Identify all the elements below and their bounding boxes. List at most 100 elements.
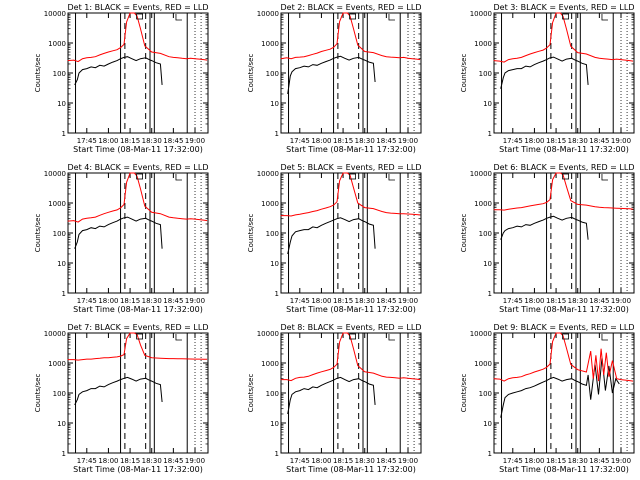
panel-det-3: Det 3: BLACK = Events, RED = LLD Counts/s… bbox=[460, 3, 635, 154]
y-tick-label: 1000 bbox=[261, 200, 279, 208]
x-axis-label: Start Time (08-Mar-11 17:32:00) bbox=[286, 305, 416, 314]
y-tick-label: 10000 bbox=[257, 10, 279, 18]
x-tick-label: 18:30 bbox=[568, 457, 588, 465]
y-axis-label: Counts/sec bbox=[460, 214, 468, 253]
x-tick-label: 18:00 bbox=[311, 137, 331, 145]
y-tick-label: 10 bbox=[57, 260, 66, 268]
x-tick-label: 19:00 bbox=[398, 297, 418, 305]
y-tick-label: 10000 bbox=[470, 10, 492, 18]
x-tick-label: 18:45 bbox=[376, 297, 396, 305]
x-axis-label: Start Time (08-Mar-11 17:32:00) bbox=[499, 145, 629, 154]
x-tick-label: 19:00 bbox=[611, 137, 631, 145]
x-tick-label: 18:30 bbox=[142, 297, 162, 305]
state-marker bbox=[388, 174, 395, 181]
y-tick-label: 1000 bbox=[48, 200, 66, 208]
x-tick-label: 17:45 bbox=[77, 297, 97, 305]
y-tick-label: 1000 bbox=[48, 40, 66, 48]
x-tick-label: 18:45 bbox=[163, 457, 183, 465]
y-tick-label: 100 bbox=[479, 230, 492, 238]
attenuator-marker bbox=[136, 13, 144, 20]
state-marker bbox=[601, 14, 608, 21]
y-tick-label: 100 bbox=[479, 390, 492, 398]
x-tick-label: 18:30 bbox=[142, 137, 162, 145]
series-events-line bbox=[74, 216, 163, 249]
x-tick-label: 18:00 bbox=[524, 137, 544, 145]
y-tick-label: 1 bbox=[488, 290, 492, 298]
panel-title: Det 5: BLACK = Events, RED = LLD bbox=[281, 163, 422, 172]
panel-title: Det 4: BLACK = Events, RED = LLD bbox=[68, 163, 209, 172]
attenuator-marker bbox=[562, 333, 570, 340]
y-tick-label: 1 bbox=[488, 450, 492, 458]
x-tick-label: 18:15 bbox=[333, 137, 353, 145]
y-tick-label: 10000 bbox=[470, 330, 492, 338]
x-tick-label: 19:00 bbox=[611, 297, 631, 305]
series-events-line bbox=[74, 56, 163, 86]
x-axis-label: Start Time (08-Mar-11 17:32:00) bbox=[499, 305, 629, 314]
y-axis-label: Counts/sec bbox=[34, 54, 42, 93]
x-tick-label: 18:45 bbox=[589, 297, 609, 305]
x-tick-label: 18:00 bbox=[311, 297, 331, 305]
x-tick-label: 19:00 bbox=[185, 137, 205, 145]
y-tick-label: 10000 bbox=[257, 330, 279, 338]
x-tick-label: 18:15 bbox=[333, 297, 353, 305]
x-tick-label: 19:00 bbox=[398, 457, 418, 465]
panel-det-2: Det 2: BLACK = Events, RED = LLD Counts/s… bbox=[247, 3, 422, 154]
y-tick-label: 1 bbox=[62, 290, 66, 298]
x-tick-label: 18:15 bbox=[120, 297, 140, 305]
y-tick-label: 1000 bbox=[261, 360, 279, 368]
y-tick-label: 1 bbox=[275, 130, 279, 138]
series-lld-line bbox=[67, 172, 208, 223]
y-tick-label: 10 bbox=[483, 420, 492, 428]
panel-title: Det 8: BLACK = Events, RED = LLD bbox=[281, 323, 422, 332]
y-tick-label: 1 bbox=[62, 130, 66, 138]
panel-title: Det 9: BLACK = Events, RED = LLD bbox=[494, 323, 635, 332]
x-tick-label: 19:00 bbox=[611, 457, 631, 465]
y-tick-label: 1 bbox=[62, 450, 66, 458]
x-tick-label: 18:00 bbox=[311, 457, 331, 465]
y-tick-label: 10 bbox=[57, 420, 66, 428]
series-events-line bbox=[500, 215, 589, 240]
y-axis-label: Counts/sec bbox=[460, 374, 468, 413]
x-tick-label: 18:45 bbox=[376, 457, 396, 465]
series-events-line bbox=[500, 357, 620, 418]
series-events-line bbox=[287, 217, 376, 255]
panel-det-7: Det 7: BLACK = Events, RED = LLD Counts/s… bbox=[34, 323, 209, 474]
y-axis-label: Counts/sec bbox=[460, 54, 468, 93]
y-tick-label: 1 bbox=[275, 450, 279, 458]
x-tick-label: 17:45 bbox=[77, 137, 97, 145]
series-lld-line bbox=[280, 172, 421, 217]
y-tick-label: 10000 bbox=[470, 170, 492, 178]
x-tick-label: 17:45 bbox=[503, 137, 523, 145]
x-axis-label: Start Time (08-Mar-11 17:32:00) bbox=[499, 465, 629, 474]
y-tick-label: 1000 bbox=[474, 40, 492, 48]
y-tick-label: 100 bbox=[266, 230, 279, 238]
y-tick-label: 100 bbox=[53, 230, 66, 238]
x-tick-label: 18:45 bbox=[589, 137, 609, 145]
series-lld-line bbox=[280, 12, 421, 61]
state-marker bbox=[175, 334, 182, 341]
y-tick-label: 1000 bbox=[474, 200, 492, 208]
series-lld-line bbox=[67, 12, 208, 63]
attenuator-marker bbox=[562, 13, 570, 20]
x-tick-label: 18:15 bbox=[120, 457, 140, 465]
state-marker bbox=[388, 14, 395, 21]
y-axis-label: Counts/sec bbox=[34, 214, 42, 253]
x-tick-label: 18:15 bbox=[546, 457, 566, 465]
y-tick-label: 10 bbox=[483, 100, 492, 108]
panel-title: Det 1: BLACK = Events, RED = LLD bbox=[68, 3, 209, 12]
attenuator-marker bbox=[136, 173, 144, 180]
x-tick-label: 18:00 bbox=[524, 297, 544, 305]
attenuator-marker bbox=[562, 173, 570, 180]
x-tick-label: 18:00 bbox=[98, 137, 118, 145]
x-axis-label: Start Time (08-Mar-11 17:32:00) bbox=[286, 145, 416, 154]
x-tick-label: 17:45 bbox=[290, 297, 310, 305]
y-tick-label: 100 bbox=[53, 390, 66, 398]
y-tick-label: 1000 bbox=[261, 40, 279, 48]
panel-det-6: Det 6: BLACK = Events, RED = LLD Counts/s… bbox=[460, 163, 635, 314]
attenuator-marker bbox=[349, 333, 357, 340]
y-tick-label: 1 bbox=[275, 290, 279, 298]
state-marker bbox=[601, 174, 608, 181]
x-tick-label: 18:30 bbox=[568, 137, 588, 145]
x-tick-label: 18:30 bbox=[355, 137, 375, 145]
series-lld-line bbox=[493, 172, 634, 211]
